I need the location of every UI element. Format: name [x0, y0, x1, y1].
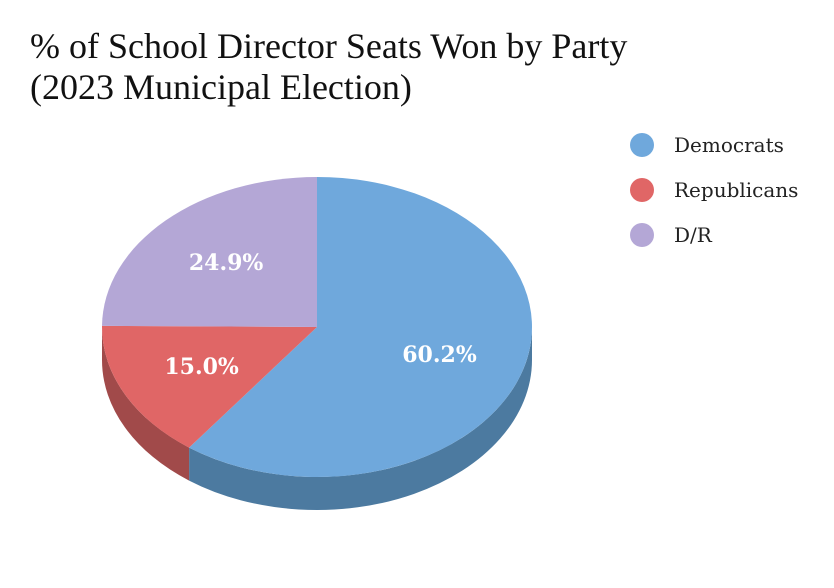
- pie-labels: 60.2% 15.0% 24.9%: [164, 250, 476, 380]
- pie-slice-dr[interactable]: [102, 177, 317, 327]
- legend-label-dr: D/R: [674, 222, 712, 247]
- legend: Democrats Republicans D/R: [630, 122, 798, 257]
- slice-label-republicans: 15.0%: [164, 354, 239, 380]
- legend-item-dr[interactable]: D/R: [630, 212, 798, 257]
- pie-tops: [102, 177, 533, 478]
- legend-swatch-dr: [630, 222, 654, 247]
- chart-title-line-2: (2023 Municipal Election): [30, 67, 412, 107]
- legend-item-democrats[interactable]: Democrats: [630, 122, 798, 167]
- legend-swatch-republicans: [630, 177, 654, 202]
- pie-side-republicans: [102, 327, 190, 481]
- chart-title-line-1: % of School Director Seats Won by Party: [30, 26, 628, 66]
- legend-swatch-democrats: [630, 132, 654, 157]
- pie-slice-democrats[interactable]: [189, 177, 533, 478]
- pie-side-democrats: [189, 327, 533, 511]
- pie-slice-republicans[interactable]: [102, 325, 317, 448]
- legend-label-democrats: Democrats: [674, 132, 784, 157]
- legend-item-republicans[interactable]: Republicans: [630, 167, 798, 212]
- slice-label-dr: 24.9%: [189, 250, 264, 276]
- slice-label-democrats: 60.2%: [402, 342, 477, 368]
- pie-sides: [102, 327, 533, 511]
- legend-label-republicans: Republicans: [674, 177, 799, 202]
- chart-title: % of School Director Seats Won by Party …: [30, 26, 810, 108]
